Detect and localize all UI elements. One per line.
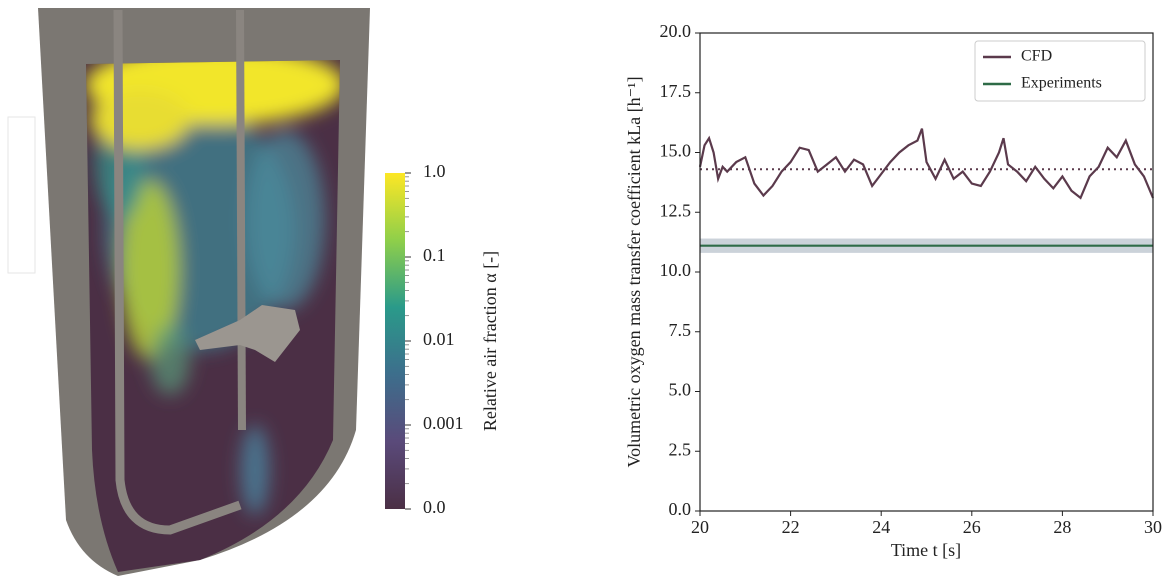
x-tick-label: 28 — [1053, 517, 1071, 537]
series-line — [698, 128, 1155, 200]
x-tick-label: 24 — [872, 517, 890, 537]
colorbar-tick-label: 0.001 — [423, 413, 464, 433]
legend-label: CFD — [1021, 48, 1052, 65]
y-tick-label: 2.5 — [669, 439, 692, 459]
sparger-pipe — [113, 9, 242, 535]
y-tick-label: 17.5 — [660, 81, 692, 101]
colorbar-tick-label: 0.1 — [423, 245, 446, 265]
y-tick-label: 5.0 — [669, 380, 692, 400]
colorbar-label: Relative air fraction α [-] — [480, 251, 500, 431]
x-axis-label: Time t [s] — [891, 540, 961, 560]
shaft — [236, 9, 246, 431]
legend-label: Experiments — [1021, 75, 1102, 92]
plot-frame — [699, 32, 1154, 512]
line-chart: Volumetric oxygen mass transfer coeffici… — [624, 21, 1162, 560]
y-tick-label: 7.5 — [669, 320, 692, 340]
colorbar: Relative air fraction α [-] 1.0 0.1 0.01 0.… — [385, 161, 500, 517]
colorbar-tick-label: 1.0 — [423, 161, 446, 181]
y-axis-label: Volumetric oxygen mass transfer coeffici… — [624, 76, 644, 467]
y-tick-label: 0.0 — [669, 499, 692, 519]
y-tick-label: 10.0 — [660, 260, 692, 280]
y-tick-label: 20.0 — [660, 21, 692, 41]
panel-frame — [7, 116, 36, 274]
x-tick-label: 26 — [963, 517, 981, 537]
cfd-render — [7, 8, 370, 576]
air-fraction-field — [86, 60, 340, 515]
legend-box — [974, 40, 1146, 102]
x-tick-label: 20 — [691, 517, 709, 537]
y-tick-label: 15.0 — [660, 141, 692, 161]
colorbar-tick-label: 0.01 — [423, 329, 455, 349]
impeller — [195, 305, 300, 362]
x-tick-label: 22 — [782, 517, 800, 537]
y-tick-label: 12.5 — [660, 200, 692, 220]
colorbar-tick-label: 0.0 — [423, 497, 446, 517]
x-tick-label: 30 — [1144, 517, 1162, 537]
colorbar-gradient — [385, 173, 405, 509]
